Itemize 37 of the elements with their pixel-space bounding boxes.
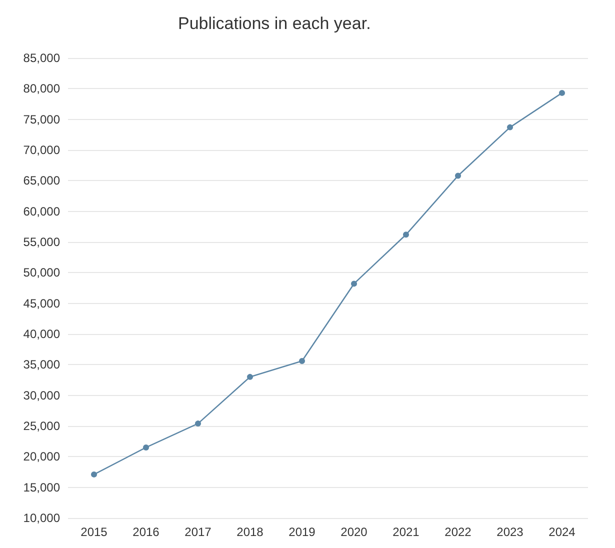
point: [351, 280, 357, 287]
x-tick-label: 2020: [340, 525, 368, 539]
y-tick-label: 55,000: [23, 235, 60, 249]
y-tick-label: 35,000: [23, 358, 60, 372]
y-tick-label: 75,000: [23, 112, 60, 126]
x-tick-label: 2023: [496, 525, 524, 539]
x-tick-label: 2015: [80, 525, 108, 539]
point: [247, 374, 253, 380]
point: [143, 444, 149, 450]
y-tick-label: 60,000: [23, 204, 60, 218]
x-tick-label: 2024: [548, 525, 576, 539]
y-tick-label: 30,000: [23, 388, 60, 402]
y-tick-label: 20,000: [23, 450, 60, 464]
point: [91, 471, 97, 478]
point: [507, 124, 513, 130]
x-tick-label: 2021: [392, 525, 420, 539]
point: [559, 90, 565, 96]
x-tick-label: 2022: [444, 525, 472, 539]
y-tick-label: 25,000: [23, 419, 60, 433]
y-tick-label: 50,000: [23, 266, 60, 280]
chart-title: Publications in each year.: [178, 14, 371, 33]
point: [299, 358, 305, 364]
y-tick-label: 65,000: [23, 174, 60, 188]
point: [455, 172, 461, 179]
y-tick-label: 80,000: [23, 82, 60, 96]
x-tick-label: 2016: [132, 525, 160, 539]
point: [403, 232, 409, 238]
y-tick-label: 70,000: [23, 143, 60, 157]
y-tick-label: 15,000: [23, 480, 60, 494]
y-tick-label: 45,000: [23, 296, 60, 310]
point: [195, 420, 201, 427]
y-tick-label: 85,000: [23, 51, 60, 65]
x-tick-label: 2018: [236, 525, 264, 539]
x-tick-label: 2017: [184, 525, 212, 539]
y-tick-label: 10,000: [23, 511, 60, 525]
x-tick-label: 2019: [288, 525, 316, 539]
y-tick-label: 40,000: [23, 327, 60, 341]
